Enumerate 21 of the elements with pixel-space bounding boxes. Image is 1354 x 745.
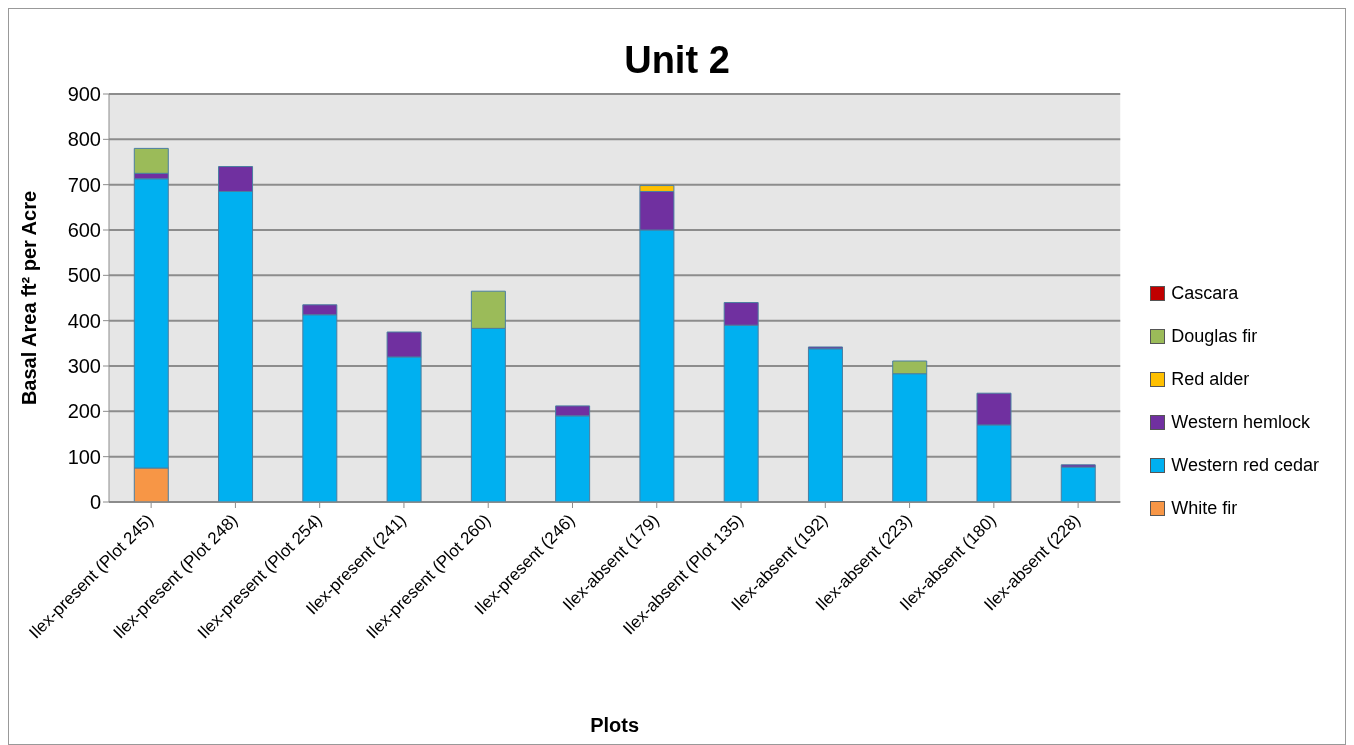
y-tick-label: 600	[67, 219, 101, 242]
legend-label: Cascara	[1171, 283, 1239, 304]
y-tick-label: 900	[67, 83, 101, 106]
y-tick-label: 500	[67, 264, 101, 287]
y-tick-label: 800	[67, 128, 101, 151]
y-tick-label: 300	[67, 355, 101, 378]
legend-label: Douglas fir	[1171, 326, 1258, 347]
bar	[807, 348, 843, 502]
y-tick-label: 100	[67, 445, 101, 468]
legend-label: Western red cedar	[1171, 455, 1319, 476]
y-axis-title: Basal Area ft² per Acre	[18, 190, 41, 406]
y-tick-label: 0	[89, 491, 101, 514]
chart-title: Unit 2	[623, 39, 731, 82]
legend-label: White fir	[1171, 498, 1238, 519]
legend-label: Western hemlock	[1171, 412, 1310, 433]
legend-label: Red alder	[1171, 369, 1250, 390]
y-tick-label: 200	[67, 400, 101, 423]
bar	[1060, 466, 1096, 502]
y-tick-label: 700	[67, 173, 101, 196]
x-axis-title: Plots	[590, 714, 640, 736]
y-tick-label: 400	[67, 309, 101, 332]
